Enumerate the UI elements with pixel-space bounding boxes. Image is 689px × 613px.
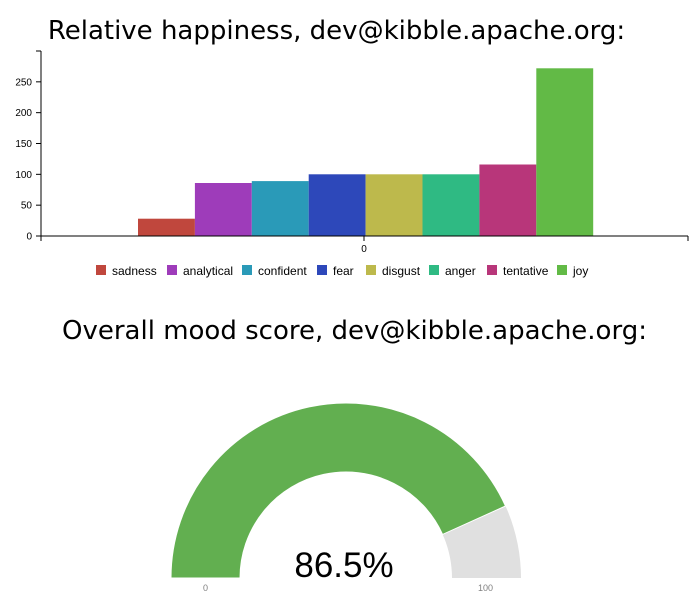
happiness-chart-title: Relative happiness, dev@kibble.apache.or…	[47, 16, 626, 46]
mood-gauge-title: Overall mood score, dev@kibble.apache.or…	[62, 316, 647, 346]
legend-swatch-confident	[242, 265, 252, 275]
legend: sadness analytical confident fear disgust ang…	[96, 264, 588, 278]
legend-swatch-anger	[429, 265, 439, 275]
y-tick-label-0: 0	[26, 232, 32, 243]
gauge-max-label: 100	[478, 583, 493, 593]
gauge-value-label: 86.5%	[294, 546, 393, 585]
bar-fear	[308, 174, 366, 236]
legend-swatch-tentative	[487, 265, 497, 275]
bar-confident	[251, 181, 309, 236]
bar-anger	[422, 174, 480, 236]
legend-label-anger: anger	[445, 264, 476, 278]
y-tick-label-150: 150	[15, 139, 32, 150]
y-tick-label-100: 100	[15, 170, 32, 181]
legend-swatch-disgust	[366, 265, 376, 275]
gauge-fill	[170, 402, 507, 579]
legend-label-fear: fear	[333, 264, 354, 278]
bar-analytical	[194, 183, 252, 236]
legend-label-sadness: sadness	[112, 264, 157, 278]
legend-label-confident: confident	[258, 264, 307, 278]
bar-group	[138, 68, 594, 236]
legend-label-disgust: disgust	[382, 264, 421, 278]
legend-label-analytical: analytical	[183, 264, 233, 278]
gauge-track	[171, 403, 521, 578]
bar-sadness	[138, 218, 195, 236]
legend-label-tentative: tentative	[503, 264, 549, 278]
legend-swatch-fear	[317, 265, 327, 275]
bar-disgust	[365, 174, 423, 236]
y-tick-label-250: 250	[15, 77, 32, 88]
y-tick-label-200: 200	[15, 108, 32, 119]
bar-tentative	[479, 164, 537, 236]
bar-joy	[536, 68, 594, 236]
legend-swatch-analytical	[167, 265, 177, 275]
y-tick-label-50: 50	[21, 201, 33, 212]
gauge-min-label: 0	[203, 583, 208, 593]
legend-label-joy: joy	[572, 264, 588, 278]
x-tick-label-0: 0	[361, 244, 367, 255]
legend-swatch-joy	[557, 265, 567, 275]
happiness-bar-chart: 0 50 100 150 200 250 0 sadness analytical confid…	[15, 50, 689, 278]
legend-swatch-sadness	[96, 265, 106, 275]
axes: 0 50 100 150 200 250 0	[15, 50, 689, 255]
